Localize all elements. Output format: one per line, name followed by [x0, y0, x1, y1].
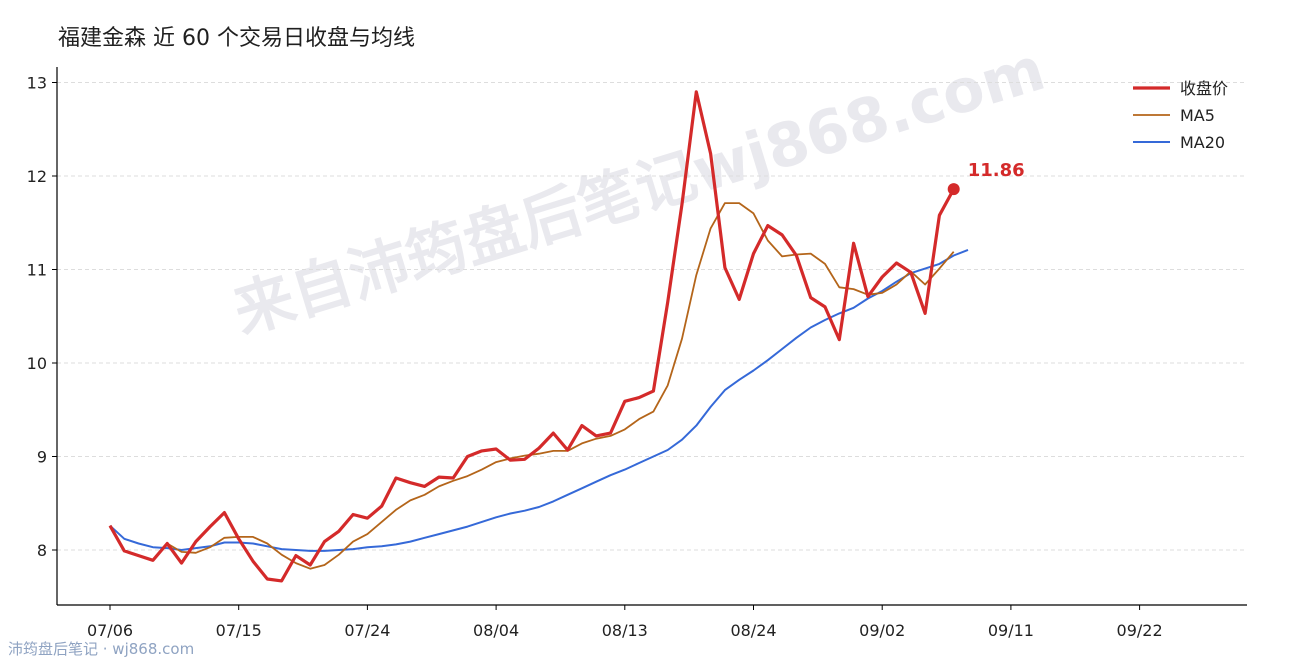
series-lines: 11.86 [108, 90, 1025, 583]
chart-title: 福建金森 近 60 个交易日收盘与均线 [58, 26, 415, 51]
footer-credit: 沛筠盘后笔记 · wj868.com [8, 640, 195, 658]
x-tick-label: 09/22 [1117, 621, 1163, 640]
x-tick-label: 09/11 [988, 621, 1034, 640]
y-ticks: 8 9 10 11 12 13 [27, 74, 57, 560]
x-tick-label: 08/24 [730, 621, 776, 640]
x-tick-label: 08/04 [473, 621, 519, 640]
x-tick-label: 07/15 [216, 621, 262, 640]
y-tick-label: 9 [37, 448, 47, 467]
legend-label: MA20 [1180, 133, 1225, 152]
last-close-point [947, 183, 960, 196]
x-tick-label: 07/06 [87, 621, 133, 640]
legend: 收盘价 MA5 MA20 [1133, 79, 1228, 152]
legend-label: 收盘价 [1180, 79, 1228, 98]
x-ticks: 07/06 07/15 07/24 08/04 08/13 08/24 09/02 09/11… [87, 605, 1163, 640]
series-ma20 [109, 248, 969, 552]
y-tick-label: 13 [27, 74, 47, 93]
y-tick-label: 8 [37, 541, 47, 560]
last-close-label: 11.86 [968, 160, 1025, 181]
x-tick-label: 07/24 [344, 621, 390, 640]
y-tick-label: 11 [27, 261, 47, 280]
x-tick-label: 09/02 [859, 621, 905, 640]
y-tick-label: 12 [27, 167, 47, 186]
series-close [108, 90, 956, 583]
watermark: 来自沛筠盘后笔记wj868.com [226, 34, 1053, 348]
y-tick-label: 10 [27, 354, 47, 373]
legend-label: MA5 [1180, 106, 1215, 125]
x-tick-label: 08/13 [602, 621, 648, 640]
